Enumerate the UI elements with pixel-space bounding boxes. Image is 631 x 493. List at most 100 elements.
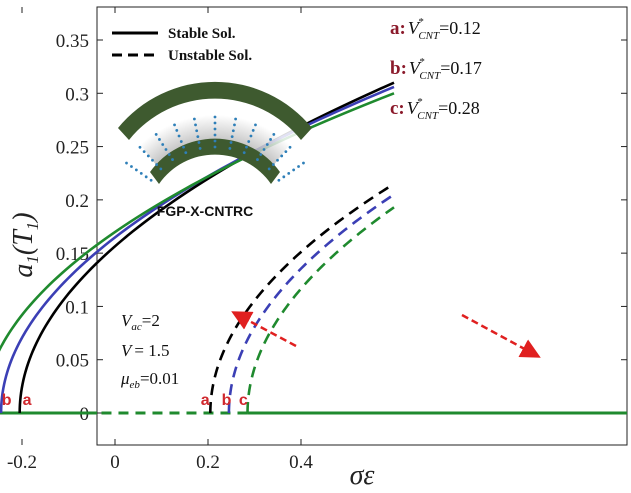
plot-frame bbox=[96, 6, 628, 446]
inset-fiber-dot bbox=[231, 129, 235, 133]
y-tick-label: 0.35 bbox=[56, 31, 89, 52]
parameters: Vac=2 V = 1.5 μeb=0.01 bbox=[120, 311, 179, 391]
inset-fiber-dot bbox=[245, 145, 248, 149]
y-axis-label-close: ) bbox=[8, 212, 39, 223]
inset-fiber-dot bbox=[142, 150, 146, 154]
param-mu-sym: μ bbox=[120, 369, 130, 388]
inset-fiber-dot bbox=[280, 154, 284, 158]
inset-fiber-dot bbox=[213, 121, 217, 125]
case-sup: * bbox=[417, 96, 423, 108]
inset-fiber-dot bbox=[288, 145, 292, 149]
param-vac-sym: V bbox=[121, 311, 134, 330]
inset-fiber-dot bbox=[230, 135, 234, 139]
inset-fiber-dot bbox=[149, 178, 153, 182]
inset-fiber-dot bbox=[287, 171, 291, 175]
case-sub: CNT bbox=[418, 30, 440, 42]
case-entry: b: V* CNT=0.17 bbox=[390, 56, 482, 82]
x-tick-label: 0.2 bbox=[196, 452, 220, 473]
arrows bbox=[231, 311, 541, 358]
param-v-val: = 1.5 bbox=[134, 341, 169, 360]
inset-fiber-dot bbox=[242, 151, 246, 155]
y-axis-label-main: a bbox=[8, 264, 39, 278]
inset-fiber-dot bbox=[138, 145, 142, 149]
case-sup: * bbox=[418, 16, 424, 28]
inset-fiber-dot bbox=[282, 175, 286, 179]
inset-fiber-dot bbox=[271, 163, 275, 166]
inset-fiber-dot bbox=[154, 133, 158, 136]
y-axis-label-sub: 1 bbox=[23, 255, 42, 264]
curve-label-left: b bbox=[2, 392, 12, 409]
y-axis-label: a1(T1) bbox=[8, 212, 42, 277]
inset-dots bbox=[125, 115, 305, 182]
inset-outer-arc bbox=[118, 81, 312, 140]
inset-fiber-dot bbox=[284, 150, 288, 154]
inset-figure: FGP-X-CNTRC bbox=[118, 81, 312, 219]
inset-fiber-dot bbox=[277, 178, 281, 182]
inset-fiber-dot bbox=[151, 158, 154, 162]
y-tick-label: 0.1 bbox=[65, 297, 89, 318]
inset-fiber-dot bbox=[184, 151, 188, 155]
series-line-b-dashed bbox=[227, 193, 395, 414]
y-tick-label: 0.05 bbox=[56, 351, 89, 372]
case-var: V bbox=[407, 98, 420, 118]
case-var: V bbox=[408, 18, 421, 38]
legend-stable-label: Stable Sol. bbox=[168, 26, 236, 42]
inset-fiber-dot bbox=[196, 135, 200, 139]
inset-fiber-dot bbox=[234, 117, 238, 121]
inset-fiber-dot bbox=[213, 133, 217, 137]
inset-fiber-dot bbox=[251, 129, 255, 132]
inset-fiber-dot bbox=[144, 175, 148, 179]
x-axis-label: σε bbox=[350, 460, 375, 491]
param-mu-sub: eb bbox=[130, 379, 141, 391]
inset-fiber-dot bbox=[267, 167, 271, 171]
curve-label-right: a bbox=[201, 392, 210, 409]
axis-ticks: -0.6-0.4-0.200.20.400.050.10.150.20.250.… bbox=[7, 7, 627, 473]
arrow-left bbox=[231, 311, 297, 348]
inset-label: FGP-X-CNTRC bbox=[157, 203, 253, 219]
series-line-c-dashed bbox=[246, 206, 395, 414]
param-vac-sub: ac bbox=[131, 321, 142, 333]
curve-label-left: a bbox=[23, 392, 32, 409]
inset-fiber-dot bbox=[302, 161, 305, 165]
inset-fiber-dot bbox=[297, 165, 300, 168]
y-tick-label: 0.25 bbox=[56, 138, 89, 159]
arrow-right bbox=[461, 313, 541, 358]
case-letter: b: bbox=[390, 58, 407, 79]
param-mu-val: =0.01 bbox=[140, 369, 179, 388]
case-letter: c: bbox=[390, 98, 405, 119]
case-eq: =0.28 bbox=[438, 98, 480, 118]
inset-fiber-dot bbox=[276, 158, 279, 162]
param-mu: μeb=0.01 bbox=[120, 369, 179, 391]
param-vac: Vac=2 bbox=[121, 311, 160, 333]
inset-fiber-dot bbox=[182, 145, 185, 149]
y-tick-label: 0.2 bbox=[65, 191, 89, 212]
inset-fiber-dot bbox=[179, 140, 183, 143]
inset-fiber-dot bbox=[249, 134, 253, 138]
inset-fiber-dot bbox=[213, 145, 217, 149]
inset-inner-arc bbox=[150, 138, 280, 184]
curves bbox=[0, 81, 627, 415]
case-sup: * bbox=[419, 56, 425, 68]
inset-fiber-dot bbox=[195, 129, 199, 133]
inset-fiber-dot bbox=[175, 129, 179, 132]
inset-fiber-dot bbox=[272, 133, 276, 136]
inset-fiber-dot bbox=[130, 165, 133, 168]
inset-fiber-dot bbox=[229, 141, 233, 144]
inset-fiber-dot bbox=[146, 154, 150, 158]
param-v: V = 1.5 bbox=[121, 341, 169, 360]
inset-fiber-dot bbox=[247, 140, 251, 143]
x-tick-label: 0.4 bbox=[289, 452, 313, 473]
inset-fiber-dot bbox=[256, 158, 259, 161]
inset-fiber-dot bbox=[213, 127, 217, 131]
inset-fiber-dot bbox=[292, 168, 296, 172]
inset-fiber-dot bbox=[197, 141, 201, 144]
series-line-a-dashed bbox=[209, 182, 395, 414]
x-tick-label: 0 bbox=[110, 452, 120, 473]
y-axis-label-arg: (T bbox=[8, 228, 39, 255]
inset-fiber-dot bbox=[158, 138, 161, 141]
param-v-sym: V bbox=[121, 341, 134, 360]
curve-labels: cbaabc bbox=[2, 392, 248, 409]
legend: Stable Sol. Unstable Sol. bbox=[112, 26, 252, 64]
x-tick-label: -0.2 bbox=[7, 452, 37, 473]
